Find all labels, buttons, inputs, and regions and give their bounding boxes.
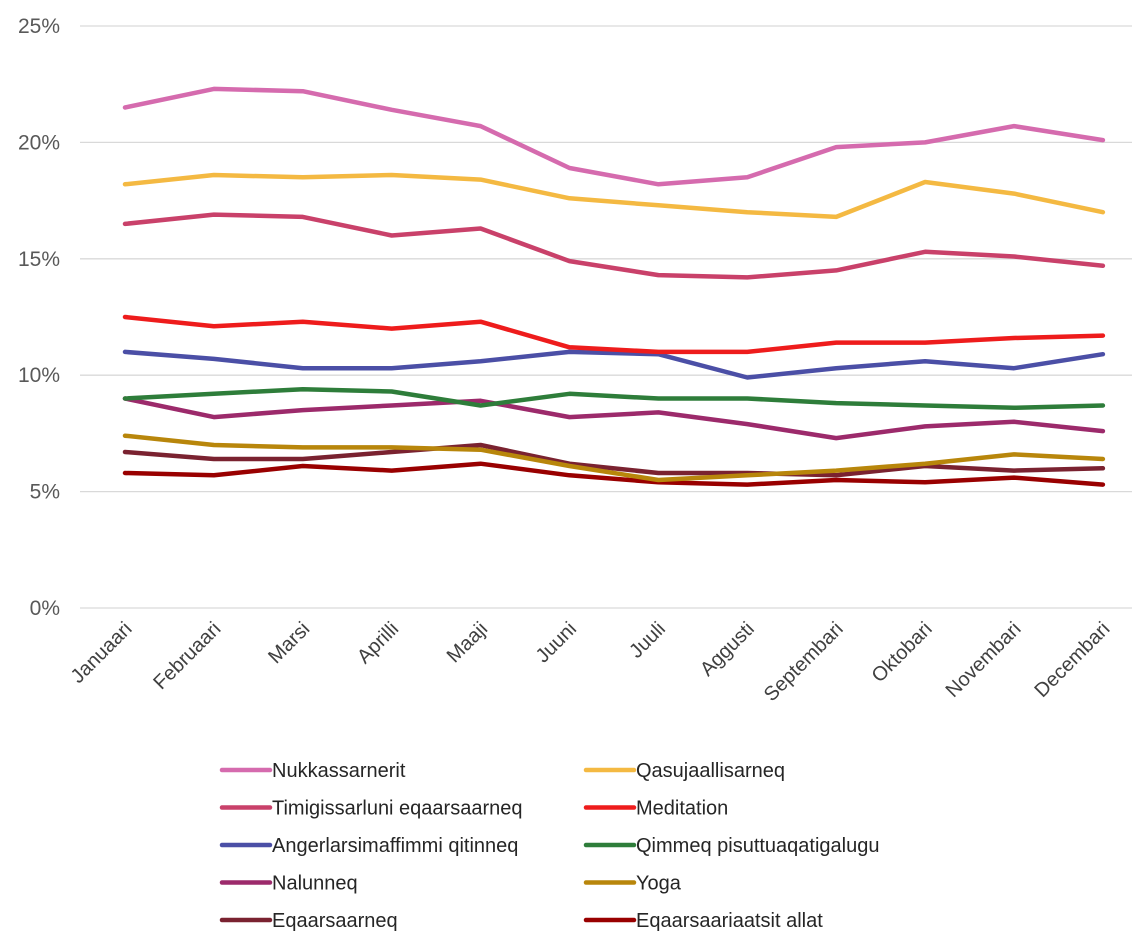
x-tick-label: Aprilli <box>353 618 403 668</box>
legend-item: Angerlarsimaffimmi qitinneq <box>219 835 518 857</box>
legend-item: Eqaarsaariaatsit allat <box>583 910 823 932</box>
x-axis-ticks: Januaari Februaari Marsi Aprilli Maaji Juuni J… <box>67 618 1115 706</box>
series-line <box>122 86 1106 187</box>
legend: Nukkassarnerit Qasujaallisarneq Timigissar… <box>219 760 879 932</box>
legend-item: Eqaarsaarneq <box>219 910 398 932</box>
x-tick-label: Septembari <box>760 618 848 706</box>
series-line <box>122 433 1106 483</box>
legend-item: Nukkassarnerit <box>219 760 406 782</box>
x-tick-label: Juuli <box>625 618 670 663</box>
legend-label: Meditation <box>636 798 728 820</box>
x-tick-label: Februaari <box>149 618 225 694</box>
x-tick-label: Juuni <box>532 618 581 667</box>
legend-item: Yoga <box>583 873 682 895</box>
legend-label: Eqaarsaarneq <box>272 910 398 932</box>
legend-label: Yoga <box>636 873 682 895</box>
y-tick-label: 15% <box>18 248 60 271</box>
y-tick-label: 5% <box>30 481 60 504</box>
y-tick-label: 25% <box>18 15 60 38</box>
x-tick-label: Novembari <box>942 618 1026 702</box>
x-tick-label: Januaari <box>67 618 137 688</box>
series-line <box>122 172 1106 220</box>
legend-item: Nalunneq <box>219 873 358 895</box>
series-line <box>122 442 1106 478</box>
legend-label: Eqaarsaariaatsit allat <box>636 910 823 932</box>
y-axis-ticks: 0% 5% 10% 15% 20% 25% <box>18 15 60 620</box>
legend-label: Nalunneq <box>272 873 358 895</box>
legend-label: Qimmeq pisuttuaqatigalugu <box>636 835 879 857</box>
x-tick-label: Marsi <box>264 618 314 668</box>
legend-item: Qimmeq pisuttuaqatigalugu <box>583 835 879 857</box>
legend-label: Timigissarluni eqaarsaarneq <box>272 798 523 820</box>
series-line <box>122 386 1106 411</box>
legend-item: Meditation <box>583 798 728 820</box>
series-lines <box>122 86 1106 487</box>
series-line <box>122 314 1106 355</box>
gridlines <box>80 25 1132 609</box>
series-line <box>122 349 1106 380</box>
legend-item: Timigissarluni eqaarsaarneq <box>219 798 523 820</box>
x-tick-label: Aggusti <box>696 618 759 681</box>
y-tick-label: 0% <box>30 597 60 620</box>
series-line <box>122 461 1106 487</box>
legend-label: Nukkassarnerit <box>272 760 406 782</box>
x-tick-label: Oktobari <box>868 618 937 687</box>
x-tick-label: Maaji <box>443 618 492 667</box>
x-tick-label: Decembari <box>1030 618 1114 702</box>
legend-label: Angerlarsimaffimmi qitinneq <box>272 835 518 857</box>
series-line <box>122 396 1106 441</box>
legend-item: Qasujaallisarneq <box>583 760 785 782</box>
y-tick-label: 10% <box>18 364 60 387</box>
series-line <box>122 212 1106 280</box>
y-tick-label: 20% <box>18 131 60 154</box>
legend-label: Qasujaallisarneq <box>636 760 785 782</box>
